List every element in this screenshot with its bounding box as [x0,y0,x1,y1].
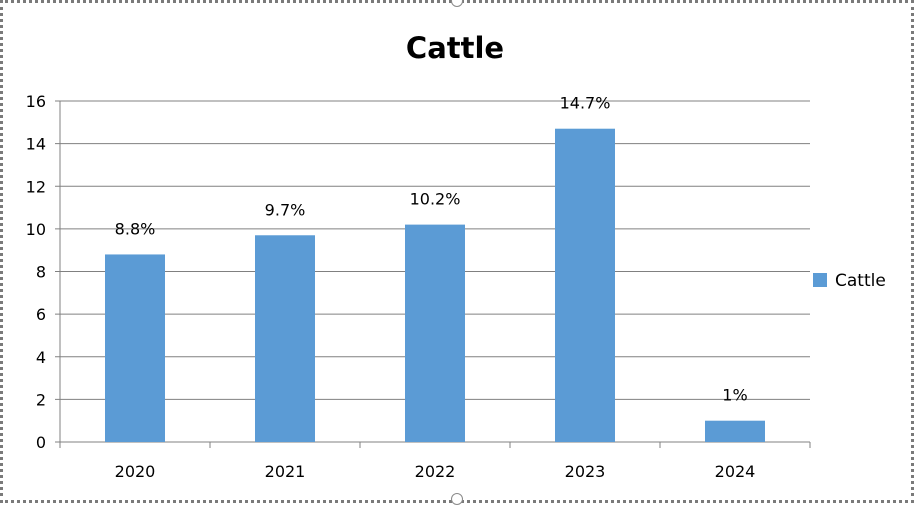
bars [105,128,765,443]
x-tick-label: 2024 [715,462,756,481]
legend-swatch [813,273,827,287]
bar-2022[interactable] [405,224,465,442]
legend-label: Cattle [835,271,886,291]
y-tick-label: 10 [26,220,46,239]
data-label: 8.8% [115,219,156,238]
data-labels: 8.8% 9.7% 10.2% 14.7% 1% [115,94,748,405]
data-label: 14.7% [560,94,611,113]
y-tick-label: 16 [26,92,46,111]
y-tick-label: 8 [36,263,46,282]
bar-2020[interactable] [105,254,165,442]
x-tick-label: 2021 [265,462,306,481]
x-tick-label: 2022 [415,462,456,481]
y-tick-label: 4 [36,348,46,367]
data-label: 1% [722,386,747,405]
y-tick-label: 14 [26,135,46,154]
y-tick-label: 2 [36,390,46,409]
y-tick-label: 12 [26,177,46,196]
chart-title: Cattle [406,31,504,65]
x-tick-label: 2020 [115,462,156,481]
bar-2021[interactable] [255,235,315,442]
axes: 0 2 4 6 8 10 12 14 16 2020 2021 2022 2023 2024 [26,92,811,481]
x-tick-label: 2023 [565,462,606,481]
bar-2024[interactable] [705,420,765,442]
data-label: 10.2% [410,190,461,209]
legend: Cattle [813,271,886,291]
data-label: 9.7% [265,200,306,219]
y-tick-label: 0 [36,433,46,452]
bar-2023[interactable] [555,128,615,443]
y-tick-label: 6 [36,305,46,324]
